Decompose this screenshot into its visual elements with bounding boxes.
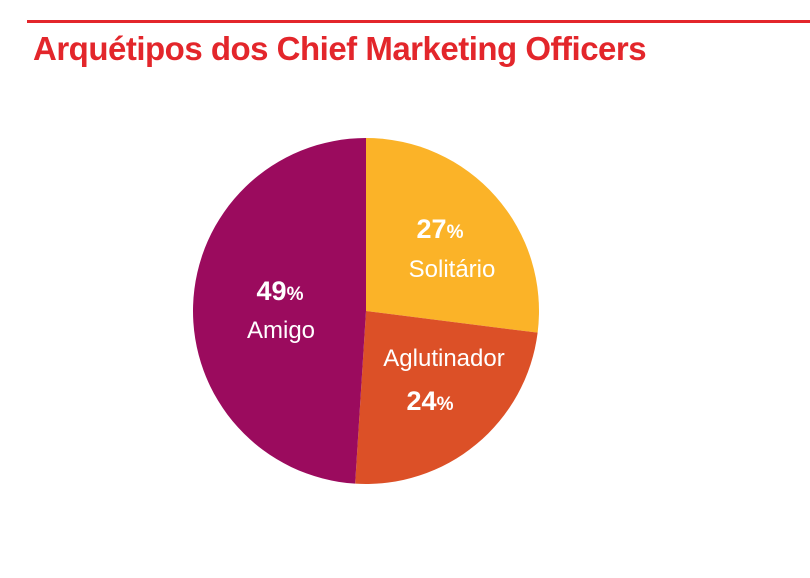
slice-label-aglutinador: Aglutinador: [383, 345, 504, 372]
slice-value-amigo: 49%: [257, 276, 304, 306]
pie-slice-aglutinador: [355, 311, 538, 484]
slice-value-solitario: 27%: [417, 214, 464, 244]
pie-slice-solitario: [366, 138, 539, 333]
top-rule: [27, 20, 810, 23]
slice-value-aglutinador: 24%: [407, 386, 454, 416]
pie-slice-amigo: [192, 138, 366, 484]
slice-label-amigo: Amigo: [247, 317, 315, 344]
chart-title: Arquétipos dos Chief Marketing Officers: [33, 30, 647, 67]
slice-label-solitario: Solitário: [409, 256, 496, 283]
